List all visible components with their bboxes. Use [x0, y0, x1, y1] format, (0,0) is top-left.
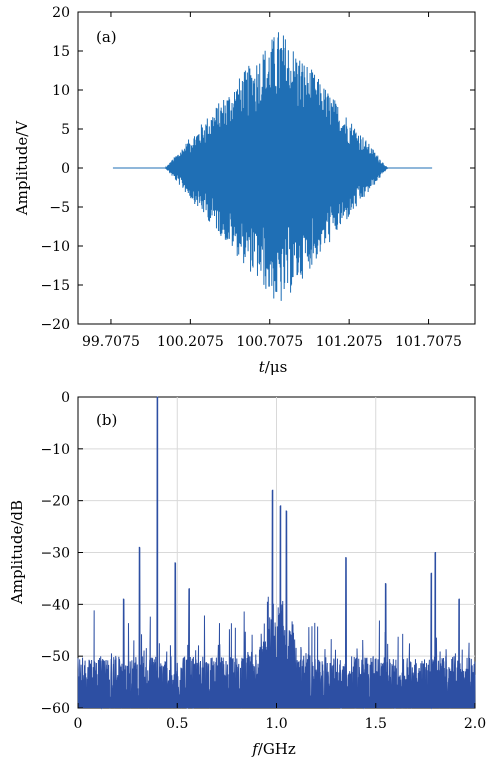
y-tick-label-a: −15 — [40, 278, 70, 294]
watermark: 知乎 @吴建明wujianming — [329, 732, 486, 748]
x-unit-b: /GHz — [258, 740, 296, 758]
panel-label-b: (b) — [96, 411, 117, 429]
y-tick-label-a: 20 — [52, 5, 70, 21]
x-axis-label-a: t/μs — [259, 358, 288, 376]
x-tick-label-a: 101.2075 — [316, 334, 383, 350]
spectrum-trace-b — [77, 396, 476, 710]
x-tick-label-b: 0 — [74, 716, 83, 732]
chart-panel-a: 99.7075 100.2075 100.7075 101.2075 101.7075 −… — [13, 5, 476, 376]
y-tick-label-a: −5 — [49, 200, 70, 216]
chart-panel-b: 0 0.5 1.0 1.5 2.0 −60 −50 −40 −30 −20 −10 0 (b) Amp… — [8, 390, 486, 758]
x-tick-label-b: 0.5 — [166, 716, 188, 732]
x-tick-label-a: 101.7075 — [395, 334, 462, 350]
y-tick-label-a: −10 — [40, 239, 70, 255]
x-tick-label-a: 100.7075 — [236, 334, 303, 350]
y-axis-label-b: Amplitude/dB — [8, 500, 26, 605]
y-tick-label-b: −30 — [40, 546, 70, 562]
x-tick-label-a: 99.7075 — [82, 334, 140, 350]
x-tick-label-b: 1.0 — [265, 716, 287, 732]
y-tick-label-a: 15 — [52, 44, 70, 60]
grid-b — [78, 397, 475, 708]
x-tick-label-b: 1.5 — [365, 716, 387, 732]
y-tick-label-a: 0 — [61, 161, 70, 177]
panel-label-a: (a) — [96, 28, 117, 46]
y-tick-label-b: −50 — [40, 649, 70, 665]
y-axis-label-a: Amplitude/V — [13, 120, 31, 216]
y-tick-label-b: −10 — [40, 442, 70, 458]
x-axis-label-b: f/GHz — [251, 740, 296, 758]
y-tick-label-a: 10 — [52, 83, 70, 99]
ticks-a: 99.7075 100.2075 100.7075 101.2075 101.7075 −… — [40, 5, 475, 350]
x-tick-label-a: 100.2075 — [157, 334, 224, 350]
x-var-a: t — [259, 358, 266, 376]
x-unit-a: /μs — [265, 358, 288, 376]
y-tick-label-a: −20 — [40, 317, 70, 333]
y-tick-label-a: 5 — [61, 122, 70, 138]
x-var-b: f — [251, 740, 260, 758]
y-tick-label-b: −40 — [40, 597, 70, 613]
x-tick-label-b: 2.0 — [464, 716, 486, 732]
y-tick-label-b: −20 — [40, 494, 70, 510]
ticks-b: 0 0.5 1.0 1.5 2.0 −60 −50 −40 −30 −20 −10 0 — [40, 390, 486, 732]
y-tick-label-b: −60 — [40, 701, 70, 717]
y-tick-label-b: 0 — [61, 390, 70, 406]
signal-trace-a — [112, 32, 433, 301]
